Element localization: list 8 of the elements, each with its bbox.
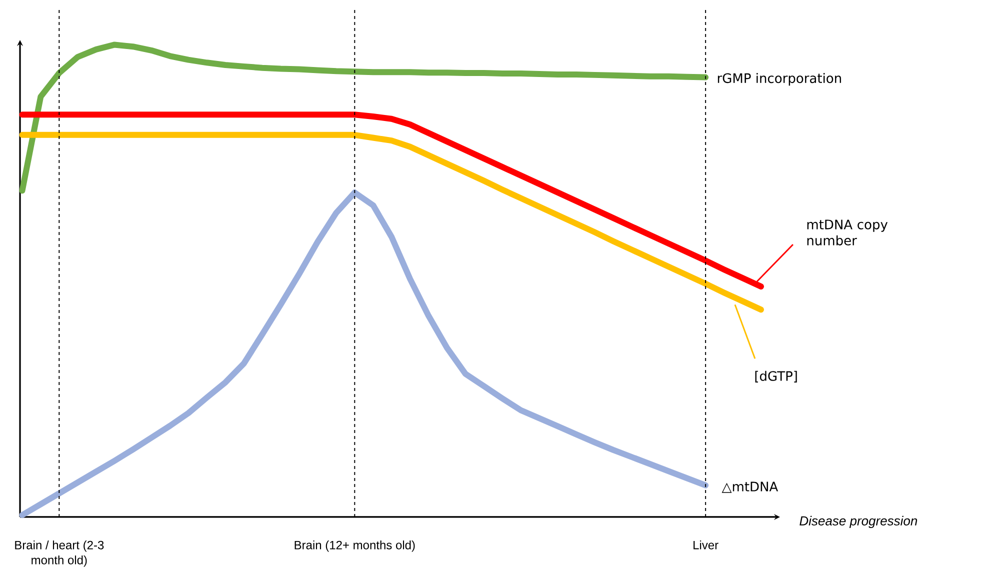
x-axis-title: Disease progression <box>800 516 918 528</box>
x-tick-label: Brain (12+ months old) <box>294 540 415 552</box>
x-tick-label: Liver <box>694 540 718 550</box>
text: [dGTP] <box>755 370 797 382</box>
x-tick-label: Brain / heart (2-3 month old) <box>15 540 104 567</box>
series-label: △mtDNA <box>722 482 778 493</box>
text: mtDNA copy number <box>807 220 888 246</box>
series-label: rGMP incorporation <box>718 73 841 86</box>
